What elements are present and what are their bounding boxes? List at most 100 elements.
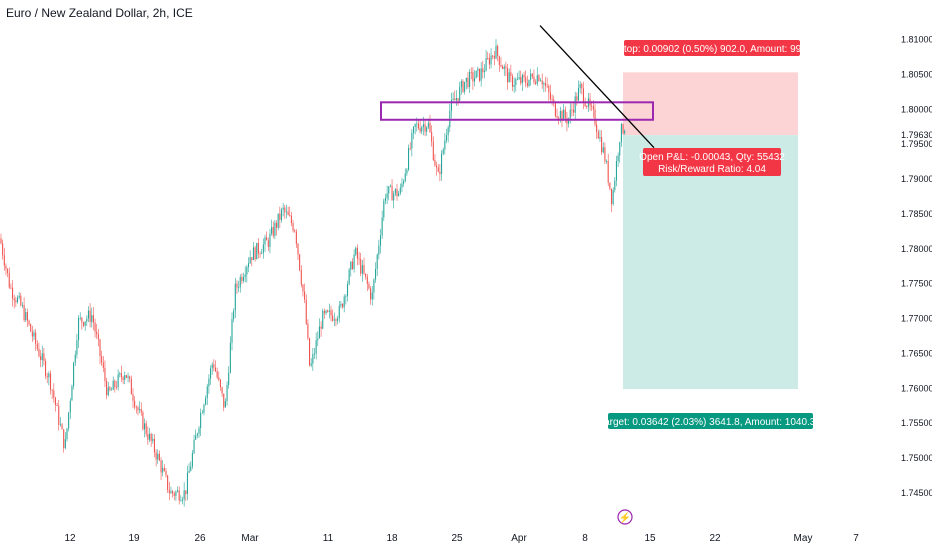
candle-body [373,279,375,293]
drawing-overlays[interactable] [380,25,655,149]
candle [465,77,467,90]
candle-body [450,99,452,111]
candle-body [411,133,413,149]
candle-body [531,73,533,77]
candle [277,213,279,231]
candle [535,79,537,86]
date-tick-label: 8 [582,533,588,544]
candle-body [267,240,269,247]
candle-body [577,88,580,101]
candle-body [201,412,203,414]
candle [59,417,61,427]
candle-body [379,235,382,246]
candle [482,61,484,79]
candle-body [205,398,207,405]
candle-body [568,118,570,124]
candle [183,482,185,507]
candle-body [548,85,550,93]
candle-body [167,475,169,491]
date-tick-label: Mar [241,533,259,544]
candle [190,461,192,472]
candle [74,350,76,367]
candle-body [526,83,528,86]
candle [279,206,281,229]
candle [71,384,73,401]
candle [455,90,457,106]
candle [490,48,492,69]
price-tick-label: 1.78500 [901,209,932,219]
candle-body [322,310,324,329]
candle [573,103,575,117]
candle [421,125,423,135]
candle [224,398,226,408]
candle-body [543,83,545,85]
candle [541,73,543,89]
candle-body [419,128,421,132]
candle [417,119,419,130]
candle [137,405,139,416]
candle-body [483,70,485,73]
candle [520,70,522,86]
resistance-box [380,101,654,121]
candle [186,465,188,501]
candle-body [153,438,155,453]
price-tick-label: 1.77000 [901,314,932,324]
candle-body [15,300,17,303]
candle [193,434,195,455]
candle [54,396,56,412]
candle-body [300,270,302,285]
candle-body [366,276,368,284]
candle [287,206,289,216]
candle-body [155,452,157,460]
candle-body [391,185,393,201]
candle-body [345,296,347,297]
candle-body [117,374,119,388]
candle [231,312,233,351]
candle [15,296,17,307]
candle-body [553,99,555,103]
candle [206,383,208,405]
candle [431,125,433,147]
candle-body [147,434,149,440]
lightning-icon: ⚡ [617,509,633,525]
candle [33,329,35,341]
candle-body [49,373,52,390]
candle [16,295,19,304]
candle-body [368,283,370,289]
candle [328,303,330,319]
candle [530,68,532,86]
candle [507,63,509,90]
candle-body [602,147,604,153]
candle [210,365,212,385]
candle [115,380,118,390]
candle-body [120,373,122,378]
candle-body [330,310,332,316]
candle [188,463,190,473]
pnl-label: Open P&L: -0.00043, Qty: 55432Risk/Rewar… [639,148,785,176]
candle [172,489,174,498]
candle-body [521,75,523,84]
time-axis[interactable]: 12 19 26 Mar 11 18 25 Apr 8 15 22 May 7 ⚡ [64,509,859,544]
candle-body [523,75,525,78]
candle-body [139,409,141,411]
candle [64,432,66,450]
candle-body [157,453,159,460]
candle-body [31,331,33,337]
pnl-label-line1: Open P&L: -0.00043, Qty: 55432 [639,152,785,163]
candle-body [429,122,431,133]
candle [247,257,250,273]
candle-body [180,500,182,502]
candle-body [10,287,12,289]
candle [389,184,391,188]
candle-body [191,453,193,467]
candle-body [109,387,111,390]
candle [89,303,91,328]
candle-body [92,315,94,323]
price-tick-label: 1.77500 [901,279,932,289]
candle [546,77,548,89]
candle [18,291,20,300]
candle [325,309,327,316]
candle [142,410,144,431]
